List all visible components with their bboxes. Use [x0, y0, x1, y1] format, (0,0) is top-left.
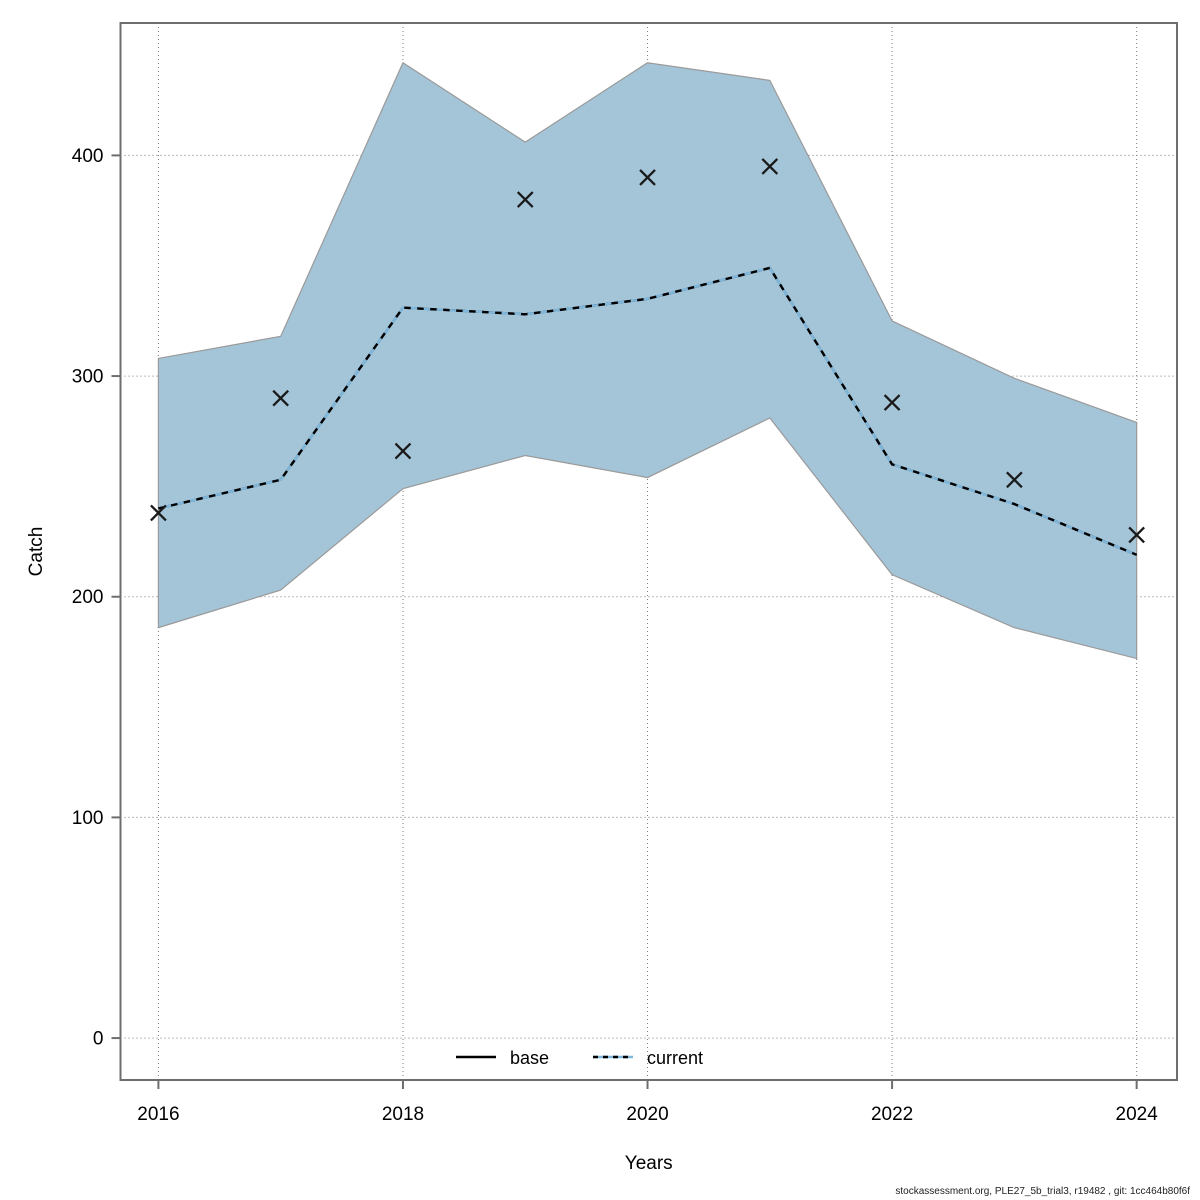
- observation-marker: [1006, 471, 1023, 489]
- y-tick-label: 100: [72, 808, 104, 829]
- observation-marker: [272, 389, 290, 407]
- observation-markers: [150, 158, 1145, 544]
- source-footer: stockassessment.org, PLE27_5b_trial3, r1…: [895, 1186, 1190, 1197]
- observation-marker: [761, 158, 779, 175]
- legend-label-base: base: [510, 1048, 549, 1068]
- observation-marker: [1128, 526, 1145, 544]
- y-tick-label: 400: [72, 146, 104, 167]
- x-tick-label: 2020: [626, 1104, 668, 1125]
- x-tick-label: 2024: [1116, 1104, 1159, 1125]
- plot-box: [119, 22, 1178, 1081]
- observation-marker: [883, 394, 901, 411]
- x-tick-label: 2022: [871, 1104, 913, 1125]
- confidence-band: [157, 61, 1138, 660]
- x-tick-label: 2016: [137, 1104, 179, 1125]
- x-tick-label: 2018: [382, 1104, 424, 1125]
- y-axis: 0 100 200 300 400: [72, 146, 121, 1050]
- y-axis-title: Catch: [26, 527, 47, 577]
- observation-marker: [639, 169, 656, 186]
- y-tick-label: 300: [72, 367, 104, 388]
- observation-marker: [516, 191, 534, 208]
- observation-marker: [394, 442, 412, 460]
- observation-marker: [150, 504, 167, 522]
- x-axis-title: Years: [625, 1153, 673, 1174]
- legend: base current: [456, 1048, 703, 1068]
- y-tick-label: 0: [93, 1029, 104, 1050]
- current-line: [158, 266, 1138, 556]
- y-tick-label: 200: [72, 587, 104, 608]
- legend-label-current: current: [647, 1048, 703, 1068]
- x-axis: 2016 2018 2020 2022 2024: [137, 1080, 1158, 1125]
